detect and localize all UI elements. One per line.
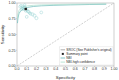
legend-line	[61, 58, 66, 59]
study-point	[22, 7, 24, 9]
legend-marker	[62, 53, 64, 55]
x-tick-label: 0.7	[82, 67, 87, 71]
legend-line	[61, 49, 66, 50]
y-tick-label: 0.25	[8, 49, 15, 53]
x-tick-label: 0.1	[24, 67, 29, 71]
y-tick-label: 0.75	[8, 17, 15, 21]
y-tick	[16, 66, 17, 67]
y-tick-label: 1.00	[8, 1, 15, 5]
y-tick	[16, 50, 17, 51]
reference-line	[17, 3, 114, 66]
x-tick-label: 0.5	[63, 67, 68, 71]
y-tick	[16, 3, 17, 4]
plot-area	[17, 3, 114, 66]
x-tick-label: 0.6	[73, 67, 78, 71]
study-point	[29, 12, 32, 15]
study-point	[19, 6, 21, 8]
x-tick-label: 0.3	[44, 67, 49, 71]
axes: 0.00.10.20.30.40.50.60.70.80.91.000.000.…	[8, 1, 117, 71]
study-point	[26, 10, 29, 13]
legend: SROC (See Publisher's original)Summary p…	[59, 47, 113, 65]
legend-line	[61, 62, 66, 63]
study-point	[24, 4, 26, 6]
study-point	[35, 17, 38, 20]
plot-frame	[17, 3, 114, 66]
x-tick-label: 0.9	[102, 67, 107, 71]
y-tick-label: 0.50	[8, 33, 15, 37]
y-tick-label: 0.00	[8, 64, 15, 68]
summary-marker	[25, 8, 27, 10]
x-tick-label: 0.8	[92, 67, 97, 71]
legend-frame	[59, 47, 113, 65]
x-tick-label: 1.00	[111, 67, 118, 71]
x-axis-label: Specificity	[56, 75, 76, 80]
chart: 0.00.10.20.30.40.50.60.70.80.91.000.000.…	[0, 0, 119, 80]
y-axis-label: Sensitivity	[0, 24, 5, 44]
study-point	[25, 15, 28, 18]
series-line	[17, 4, 106, 23]
legend-label: NBI-high confidence	[66, 60, 95, 64]
x-tick-label: 0.4	[53, 67, 58, 71]
series-line	[17, 4, 106, 19]
y-tick	[16, 34, 17, 35]
study-point	[40, 11, 43, 14]
x-tick-label: 0.2	[34, 67, 39, 71]
y-tick	[16, 18, 17, 19]
